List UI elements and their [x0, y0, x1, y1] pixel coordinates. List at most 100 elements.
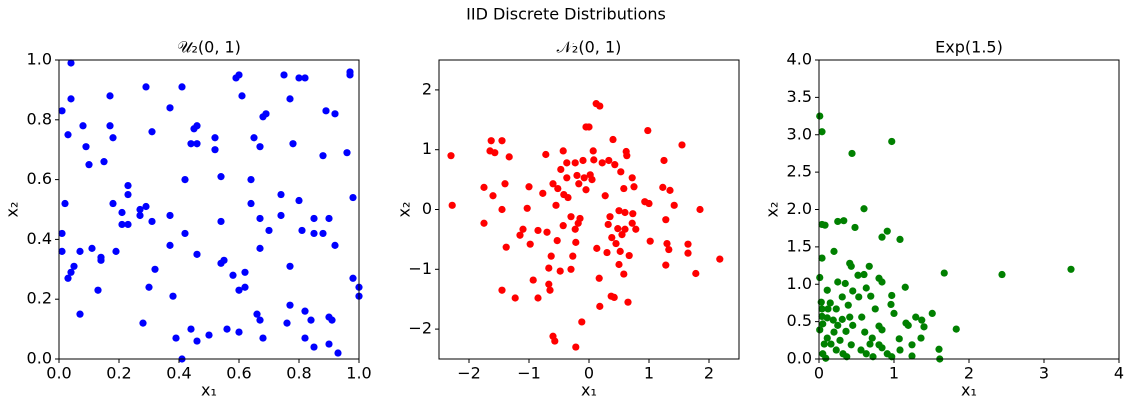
point	[331, 241, 339, 249]
point	[559, 222, 567, 230]
point	[867, 292, 875, 300]
point	[166, 211, 174, 220]
point	[247, 176, 255, 184]
point	[887, 300, 895, 309]
point	[572, 343, 580, 351]
point	[551, 337, 559, 345]
point	[1067, 265, 1075, 273]
point	[112, 247, 120, 255]
point	[589, 147, 597, 155]
point	[628, 219, 636, 227]
point	[256, 143, 264, 151]
point	[847, 341, 855, 349]
point	[624, 298, 632, 306]
point	[860, 205, 868, 213]
point	[539, 189, 547, 197]
point	[211, 134, 219, 142]
point	[480, 219, 488, 227]
point	[888, 137, 896, 146]
point	[666, 186, 674, 194]
point	[663, 239, 671, 248]
point	[659, 183, 667, 191]
point	[603, 248, 611, 257]
point	[349, 274, 357, 282]
point	[301, 74, 309, 82]
point	[124, 220, 132, 229]
point	[498, 286, 506, 294]
point	[573, 171, 581, 180]
point	[142, 202, 150, 211]
point	[85, 161, 93, 169]
point	[593, 244, 601, 252]
point	[118, 208, 126, 217]
point	[585, 123, 593, 131]
point	[844, 301, 852, 309]
point	[519, 225, 527, 233]
point	[615, 260, 623, 269]
point	[660, 156, 668, 165]
point	[862, 350, 870, 358]
y-tick-label: −2	[408, 319, 432, 338]
point	[851, 223, 859, 232]
point	[325, 214, 333, 223]
y-tick-label: 1.5	[787, 236, 812, 255]
point	[534, 294, 542, 302]
point	[628, 174, 636, 182]
point	[615, 207, 623, 215]
point	[878, 278, 886, 286]
point	[571, 225, 579, 233]
point	[166, 241, 174, 249]
point	[878, 233, 886, 241]
point	[256, 214, 264, 223]
point	[822, 354, 830, 362]
x-tick-label: 1	[889, 364, 899, 383]
point	[148, 217, 156, 226]
point	[605, 156, 613, 165]
point	[888, 291, 896, 300]
point	[716, 255, 724, 263]
point	[820, 340, 828, 348]
point	[816, 112, 824, 120]
point	[529, 276, 537, 284]
point	[696, 205, 704, 214]
point	[286, 95, 294, 103]
x-tick-label: 1.0	[346, 364, 371, 383]
x-tick-label: 2	[704, 364, 714, 383]
point	[665, 245, 673, 254]
y-tick-label: 0	[422, 199, 432, 218]
point	[106, 92, 114, 100]
point	[58, 107, 66, 115]
point	[295, 196, 303, 205]
point	[569, 252, 577, 260]
point	[547, 252, 555, 260]
point	[106, 122, 114, 130]
point	[319, 229, 327, 238]
point	[871, 305, 879, 313]
point	[848, 149, 856, 158]
point	[564, 193, 572, 202]
point	[307, 316, 315, 324]
point	[480, 183, 488, 191]
point	[516, 231, 524, 239]
point	[554, 184, 562, 193]
point	[601, 192, 609, 200]
point	[193, 122, 201, 130]
point	[193, 250, 201, 258]
point	[217, 217, 225, 226]
point	[169, 292, 177, 300]
point	[193, 337, 201, 345]
point	[238, 92, 246, 100]
y-tick-label: 1	[422, 139, 432, 158]
point	[842, 327, 850, 335]
point	[76, 247, 84, 255]
point	[58, 229, 66, 238]
point	[692, 269, 700, 278]
point	[834, 321, 842, 329]
y-tick-label: 3.5	[787, 87, 812, 106]
point	[349, 193, 357, 202]
point	[286, 301, 294, 309]
point	[684, 240, 692, 248]
x-tick-label: 4	[1114, 364, 1124, 383]
subplot: Exp(1.5) 0 1 2 3 4 0.0 0.5 1.0 1.5 2.0 2.5 3.0 3.5 4.0…	[763, 38, 1125, 400]
point	[645, 199, 653, 208]
